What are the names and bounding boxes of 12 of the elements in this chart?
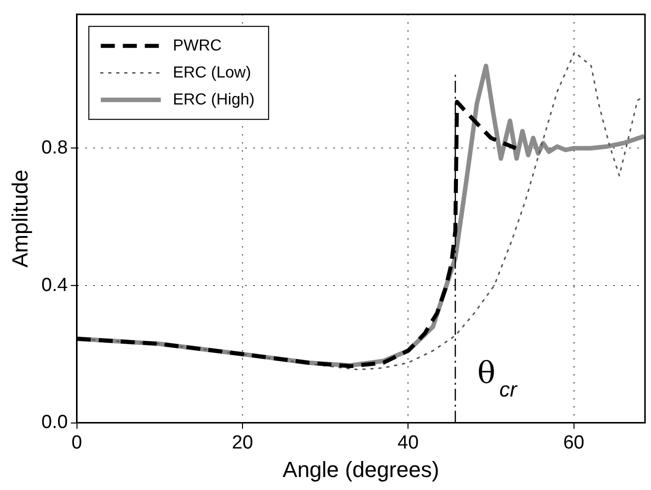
x-tick-label: 20 [232, 432, 254, 454]
legend-label: ERC (Low) [172, 64, 252, 82]
legend-label: ERC (High) [172, 91, 255, 108]
x-tick-label: 60 [563, 432, 584, 454]
y-tick-label: 0.4 [41, 274, 68, 296]
y-tick-label: 0.8 [41, 137, 68, 158]
x-axis-title: Angle (degrees) [282, 456, 440, 482]
y-axis-title: Amplitude [7, 170, 32, 268]
y-tick-label: 0.0 [41, 412, 68, 434]
legend-label: PWRC [172, 37, 222, 54]
x-tick-label: 40 [398, 432, 419, 454]
x-tick-label: 0 [72, 432, 82, 454]
